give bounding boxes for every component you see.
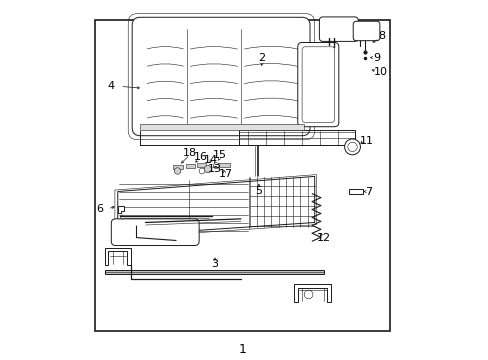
Polygon shape <box>172 165 182 169</box>
FancyBboxPatch shape <box>352 21 379 41</box>
FancyBboxPatch shape <box>111 219 199 246</box>
FancyBboxPatch shape <box>297 42 338 127</box>
Bar <box>95 20 389 331</box>
Text: 16: 16 <box>193 152 207 162</box>
Polygon shape <box>348 189 363 194</box>
Text: 17: 17 <box>218 168 232 179</box>
Text: 8: 8 <box>378 31 385 41</box>
Text: 15: 15 <box>213 150 226 160</box>
Circle shape <box>204 166 211 173</box>
Text: 14: 14 <box>204 155 218 165</box>
Circle shape <box>344 139 360 155</box>
Polygon shape <box>118 206 123 213</box>
Polygon shape <box>140 124 303 130</box>
Circle shape <box>199 168 204 174</box>
Polygon shape <box>294 284 330 302</box>
Polygon shape <box>104 270 323 274</box>
Text: 1: 1 <box>238 343 246 356</box>
Polygon shape <box>118 176 314 236</box>
Text: 5: 5 <box>255 186 262 196</box>
Polygon shape <box>215 163 230 167</box>
Polygon shape <box>104 248 131 265</box>
Circle shape <box>213 163 219 168</box>
Polygon shape <box>186 164 194 168</box>
Text: 4: 4 <box>107 81 114 91</box>
Text: 6: 6 <box>96 204 103 214</box>
Text: 12: 12 <box>316 233 330 243</box>
FancyBboxPatch shape <box>319 17 358 41</box>
Text: 10: 10 <box>373 67 387 77</box>
Text: 2: 2 <box>258 53 265 63</box>
Text: 11: 11 <box>359 136 373 146</box>
Text: 18: 18 <box>183 148 197 158</box>
Text: 9: 9 <box>373 53 380 63</box>
Text: 3: 3 <box>211 258 218 269</box>
Circle shape <box>174 168 181 174</box>
Polygon shape <box>197 163 205 167</box>
Text: 7: 7 <box>365 186 371 197</box>
FancyBboxPatch shape <box>132 17 309 136</box>
Text: 13: 13 <box>207 164 222 174</box>
